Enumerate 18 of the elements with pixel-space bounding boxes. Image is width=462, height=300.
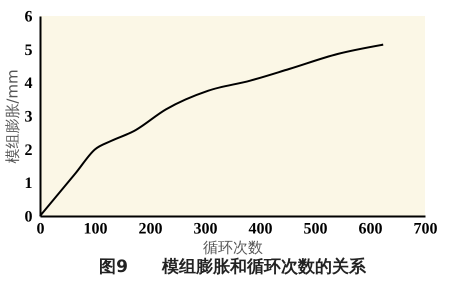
y-tick-label: 2 — [24, 142, 32, 159]
y-tick-label: 1 — [24, 175, 32, 192]
y-tick-label: 4 — [24, 75, 32, 92]
y-tick-label: 6 — [24, 8, 32, 26]
x-tick-label: 500 — [304, 220, 328, 238]
x-axis-title: 循环次数 — [203, 238, 263, 256]
x-tick-label: 200 — [138, 220, 162, 238]
text: 图9 模组膨胀和循环次数的关系 — [99, 257, 367, 277]
y-axis-title: 模组膨胀/mm — [4, 69, 22, 164]
x-tick-label: 400 — [248, 220, 272, 238]
x-tick-label: 700 — [414, 220, 438, 238]
x-tick-label: 100 — [84, 220, 108, 238]
x-tick-label: 600 — [358, 220, 382, 238]
x-tick-label: 300 — [194, 220, 218, 238]
y-tick-label: 3 — [24, 108, 32, 126]
x-tick-label: 0 — [36, 220, 44, 238]
y-tick-label: 5 — [24, 42, 32, 59]
y-tick-label: 0 — [24, 208, 32, 226]
